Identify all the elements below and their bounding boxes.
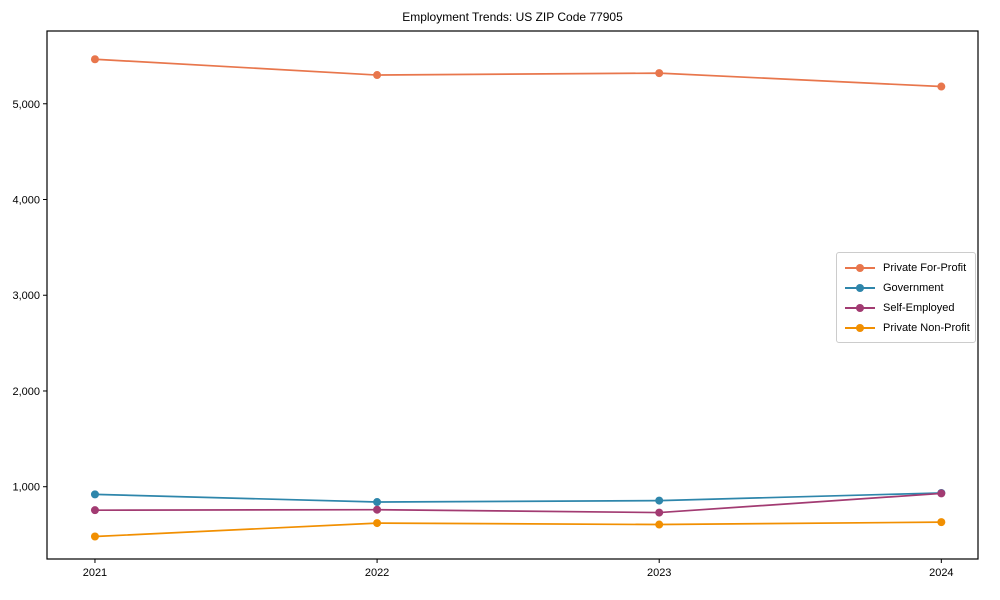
legend-label: Private For-Profit <box>883 261 967 274</box>
x-axis-tick-label: 2023 <box>647 567 671 579</box>
legend: Private For-Profit Government Self-Employe… <box>836 252 976 343</box>
x-axis-tick-label: 2024 <box>929 567 953 579</box>
legend-label: Self-Employed <box>883 301 955 314</box>
data-point-private-non-profit-2024 <box>937 518 946 527</box>
legend-marker-icon <box>845 263 875 272</box>
legend-item-government: Government <box>845 280 967 295</box>
data-point-private-for-profit-2022 <box>373 71 382 80</box>
data-point-government-2021 <box>90 490 99 499</box>
legend-label: Government <box>883 281 944 294</box>
y-axis-tick-label: 3,000 <box>12 290 40 302</box>
data-point-private-non-profit-2022 <box>373 519 382 528</box>
data-point-private-non-profit-2023 <box>655 520 664 529</box>
data-point-self-employed-2023 <box>655 508 664 517</box>
data-point-private-for-profit-2021 <box>90 55 99 64</box>
y-axis-tick-label: 2,000 <box>12 386 40 398</box>
legend-item-private-for-profit: Private For-Profit <box>845 260 967 275</box>
chart-title: Employment Trends: US ZIP Code 77905 <box>402 10 623 24</box>
data-point-self-employed-2022 <box>373 505 382 514</box>
data-point-government-2022 <box>373 498 382 507</box>
legend-label: Private Non-Profit <box>883 321 970 334</box>
series-line-self-employed <box>94 492 942 514</box>
legend-marker-icon <box>845 283 875 292</box>
data-point-private-for-profit-2024 <box>937 82 946 91</box>
y-axis-tick-label: 1,000 <box>12 482 40 494</box>
y-axis-tick-label: 4,000 <box>12 195 40 207</box>
x-axis-tick-label: 2022 <box>365 567 389 579</box>
data-point-self-employed-2021 <box>90 506 99 515</box>
data-point-government-2023 <box>655 496 664 505</box>
series-line-private-for-profit <box>94 58 942 88</box>
legend-item-self-employed: Self-Employed <box>845 300 967 315</box>
data-point-private-non-profit-2021 <box>90 532 99 541</box>
legend-marker-icon <box>845 323 875 332</box>
series-line-government <box>94 492 942 503</box>
series-line-private-non-profit <box>94 521 942 538</box>
data-point-self-employed-2024 <box>937 489 946 498</box>
x-axis-tick-label: 2021 <box>83 567 107 579</box>
data-point-private-for-profit-2023 <box>655 69 664 78</box>
y-axis-tick-label: 5,000 <box>12 99 40 111</box>
legend-item-private-non-profit: Private Non-Profit <box>845 320 970 335</box>
legend-marker-icon <box>845 303 875 312</box>
